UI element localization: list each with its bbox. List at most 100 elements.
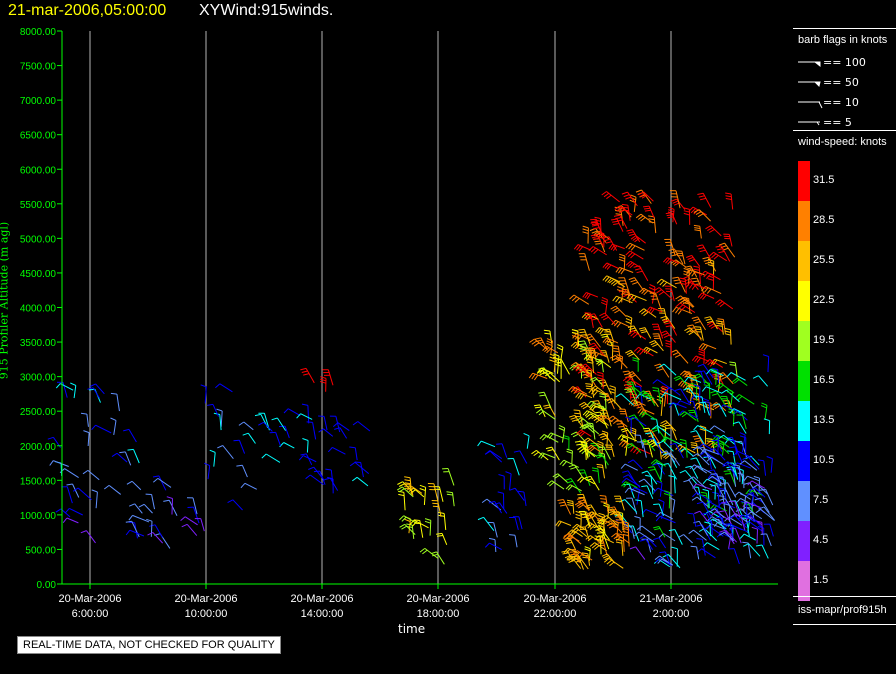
wind-barb	[284, 425, 290, 439]
wind-barb-flag	[535, 408, 542, 414]
wind-barb-flag	[300, 367, 307, 371]
wind-barb-flag	[578, 401, 585, 406]
wind-barb-flag	[570, 387, 576, 393]
wind-barb	[716, 473, 722, 487]
wind-barb	[684, 411, 697, 421]
wind-barb-flag	[609, 385, 616, 388]
wind-barb	[86, 414, 89, 427]
wind-barb	[53, 460, 69, 467]
wind-barb-flag	[409, 519, 415, 525]
wind-barb-flag	[672, 260, 679, 266]
wind-barb	[541, 369, 556, 382]
wind-barb-flag	[126, 480, 133, 485]
wind-barb-flag	[539, 434, 545, 440]
wind-barb-flag	[608, 510, 615, 514]
wind-barb-flag	[667, 259, 672, 265]
wind-barb-flag	[601, 417, 607, 422]
legend-divider	[793, 28, 896, 29]
wind-barb-flag	[615, 217, 622, 220]
wind-barb-flag	[583, 354, 589, 360]
wind-barb-flag	[693, 209, 700, 213]
speed-color-swatch	[798, 281, 810, 321]
wind-barb-flag	[639, 538, 647, 542]
wind-barb-flag	[668, 402, 674, 408]
wind-barb-flag	[685, 465, 692, 468]
wind-barb-flag	[707, 469, 714, 472]
speed-scale-label: 16.5	[813, 374, 835, 386]
wind-barb-flag	[636, 449, 641, 455]
wind-barb-flag	[575, 367, 582, 372]
wind-barb-flag	[580, 444, 587, 447]
wind-barb-flag	[603, 558, 610, 563]
wind-barb-flag	[715, 320, 722, 323]
wind-barb-flag	[706, 369, 711, 375]
wind-barb-flag	[546, 480, 553, 485]
wind-barb-flag	[614, 309, 620, 314]
wind-barb	[624, 499, 638, 513]
wind-barb	[150, 521, 153, 537]
wind-barb	[684, 470, 698, 485]
wind-barb-flag	[570, 361, 577, 367]
wind-barb-flag	[596, 463, 603, 466]
wind-barb	[601, 414, 613, 423]
wind-barb-flag	[651, 427, 658, 431]
speed-color-swatch	[798, 441, 810, 481]
wind-barb-flag	[727, 450, 734, 453]
wind-barbs	[47, 189, 776, 570]
data-source-label: iss-mapr/prof915h	[798, 604, 887, 616]
wind-barb	[722, 476, 727, 493]
wind-barb-flag	[715, 382, 722, 388]
wind-barb-flag	[481, 498, 488, 504]
wind-barb-flag	[80, 530, 87, 534]
wind-barb-flag	[630, 279, 637, 283]
wind-barb-flag	[571, 527, 577, 533]
wind-barb-flag	[579, 501, 586, 505]
wind-barb-flag	[684, 327, 690, 332]
wind-barb	[663, 363, 677, 376]
wind-barb-flag	[703, 400, 710, 403]
wind-barb-flag	[581, 425, 587, 430]
wind-barb-flag	[662, 319, 669, 322]
wind-barb	[247, 432, 256, 444]
wind-barb-flag	[690, 385, 697, 389]
wind-barb-flag	[663, 493, 670, 496]
wind-barb-flag	[537, 367, 542, 373]
wind-barb-flag	[687, 256, 694, 260]
wind-barb-flag	[611, 533, 617, 538]
wind-barb-flag	[531, 340, 538, 345]
wind-barb	[683, 534, 693, 544]
wind-barb-flag	[645, 432, 652, 435]
wind-barb-flag	[278, 425, 286, 428]
wind-barb	[519, 450, 528, 464]
wind-barb-flag	[755, 508, 761, 514]
wind-barb	[213, 452, 216, 467]
wind-barb	[129, 529, 145, 537]
wind-barb-flag	[609, 561, 615, 567]
wind-barb-flag	[630, 253, 636, 259]
wind-barb	[360, 462, 364, 478]
wind-barb	[131, 520, 140, 538]
wind-barb-flag	[576, 245, 581, 251]
wind-barb-flag	[659, 280, 665, 286]
wind-barb-flag	[636, 348, 642, 354]
wind-barb-flag	[545, 446, 552, 450]
wind-barb-flag	[617, 286, 624, 290]
wind-barb	[705, 386, 723, 394]
wind-barb	[702, 501, 712, 518]
wind-barb-flag	[696, 501, 703, 505]
wind-barb	[670, 452, 680, 466]
wind-barb-flag	[694, 321, 701, 324]
wind-barb-flag	[651, 443, 657, 448]
wind-barb	[95, 383, 105, 395]
wind-barb	[330, 469, 334, 486]
wind-barb-flag	[638, 390, 644, 395]
wind-barb-flag	[563, 435, 570, 438]
wind-barb-flag	[697, 292, 703, 298]
wind-barb-flag	[701, 344, 706, 350]
wind-barb-flag	[739, 493, 746, 497]
wind-barb	[704, 451, 719, 462]
wind-barb-flag	[732, 421, 740, 425]
wind-barb-flag	[632, 357, 639, 360]
wind-barb-flag	[725, 195, 732, 198]
wind-barb-flag	[659, 424, 666, 428]
